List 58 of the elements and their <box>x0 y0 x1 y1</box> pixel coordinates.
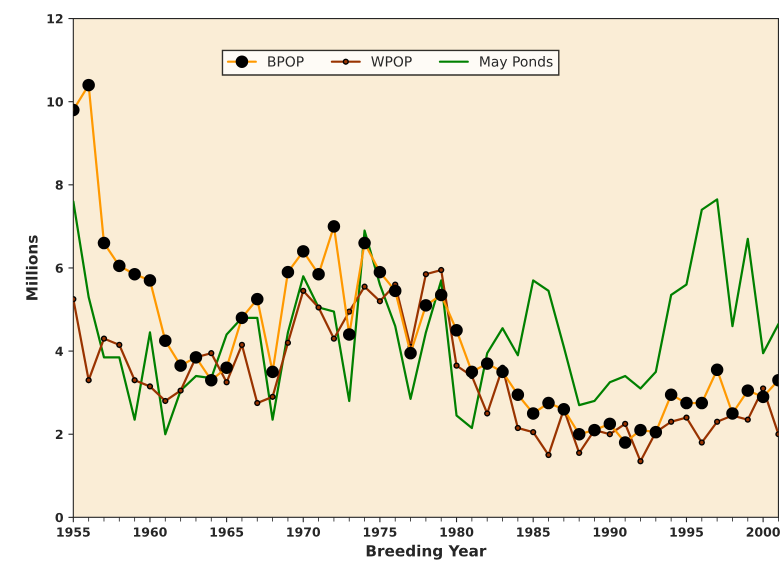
point <box>315 304 322 311</box>
x-tick-label: 1970 <box>287 527 320 537</box>
x-tick-label: 1960 <box>134 527 167 537</box>
x-tick-label: 1995 <box>670 527 703 537</box>
point <box>683 414 690 421</box>
point <box>100 336 108 342</box>
point <box>300 288 306 294</box>
legend-label: WPOP <box>371 56 412 67</box>
y-tick-label: 12 <box>48 14 63 24</box>
point <box>330 336 338 342</box>
point <box>238 342 246 348</box>
point <box>269 394 276 400</box>
point <box>146 383 154 390</box>
x-tick-label: 2000 <box>746 527 780 537</box>
point <box>606 431 613 438</box>
x-tick-label: 1990 <box>594 527 627 537</box>
point <box>637 458 644 464</box>
point <box>545 452 552 458</box>
point <box>254 400 260 406</box>
point <box>177 387 184 394</box>
x-tick-label: 1985 <box>517 527 550 537</box>
x-tick-label: 1980 <box>440 527 474 537</box>
point <box>208 350 214 356</box>
point <box>714 418 720 425</box>
legend-label: BPOP <box>268 56 304 67</box>
point <box>484 410 490 417</box>
y-axis-title: Millions <box>26 235 38 300</box>
x-tick-label: 1965 <box>210 527 244 537</box>
point <box>530 429 536 436</box>
point <box>223 379 230 386</box>
y-tick-label: 10 <box>48 97 63 107</box>
legend-label: May Ponds <box>480 56 553 70</box>
point <box>576 450 582 456</box>
point <box>698 439 705 446</box>
point <box>744 416 751 423</box>
y-tick-label: 2 <box>56 430 63 439</box>
y-tick-label: 8 <box>56 180 63 190</box>
y-tick-label: 6 <box>56 263 63 273</box>
point <box>453 362 460 369</box>
point <box>132 377 138 384</box>
point <box>361 284 368 290</box>
point <box>422 271 430 278</box>
point <box>438 266 444 274</box>
y-tick-label: 0 <box>56 512 63 522</box>
line-series <box>73 198 778 436</box>
point <box>284 340 292 346</box>
point <box>162 398 168 404</box>
x-axis-title: Breeding Year <box>366 544 486 560</box>
x-tick-label: 1955 <box>57 527 90 537</box>
point <box>514 424 521 432</box>
point <box>622 420 628 427</box>
point <box>376 298 384 304</box>
point <box>668 418 674 425</box>
y-tick-label: 4 <box>55 346 64 356</box>
x-tick-label: 1975 <box>364 527 396 537</box>
point <box>760 385 766 392</box>
point <box>116 342 122 348</box>
point <box>86 377 92 384</box>
